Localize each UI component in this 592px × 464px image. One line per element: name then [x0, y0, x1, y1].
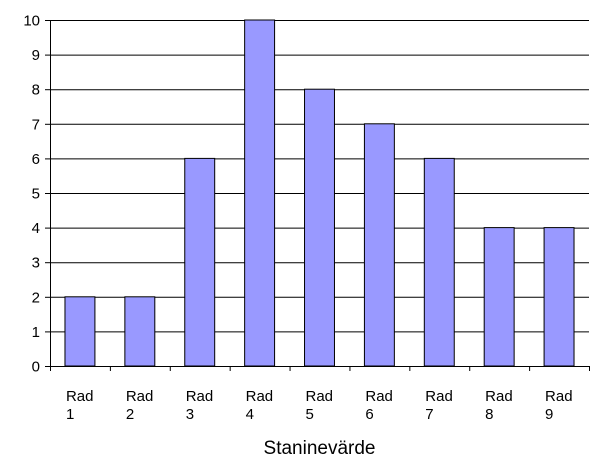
bar-1 [64, 296, 96, 367]
bar-5 [304, 88, 335, 367]
y-tick-label-10: 10 [23, 13, 40, 30]
y-tick-label-3: 3 [32, 255, 40, 272]
y-tick-label-6: 6 [32, 151, 40, 168]
bar-3 [184, 157, 216, 367]
x-tick-label-2: Rad 2 [126, 388, 154, 423]
x-tick-label-7: Rad 7 [425, 388, 453, 423]
x-axis-title: Staninevärde [264, 438, 376, 459]
y-tick-label-1: 1 [32, 324, 40, 341]
axes [45, 20, 590, 371]
x-tick-label-5: Rad 5 [306, 388, 334, 423]
bar-6 [363, 123, 395, 367]
y-tick-label-9: 9 [32, 47, 40, 64]
bar-7 [423, 157, 455, 367]
x-tick-label-1: Rad 1 [66, 388, 94, 423]
bar-4 [244, 19, 276, 367]
x-tick-label-9: Rad 9 [545, 388, 573, 423]
bar-9 [543, 227, 575, 367]
y-tick-label-0: 0 [32, 359, 40, 376]
x-tick-labels: Rad 1 Rad 2 Rad 3 Rad 4 Rad 5 Rad 6 Rad 7 Rad 8 Rad 9 [66, 388, 573, 423]
x-tick-label-6: Rad 6 [365, 388, 393, 423]
x-tick-label-8: Rad 8 [485, 388, 513, 423]
x-tick-label-4: Rad 4 [246, 388, 274, 423]
y-tick-label-7: 7 [32, 116, 40, 133]
x-tick-label-3: Rad 3 [186, 388, 214, 423]
y-tick-label-4: 4 [32, 220, 40, 237]
y-tick-label-5: 5 [32, 186, 40, 203]
y-tick-label-2: 2 [32, 289, 40, 306]
y-tick-label-8: 8 [32, 82, 40, 99]
bar-8 [483, 227, 515, 367]
bar-2 [124, 296, 156, 367]
y-tick-labels: 0 1 2 3 4 5 6 7 8 9 10 [23, 13, 40, 376]
